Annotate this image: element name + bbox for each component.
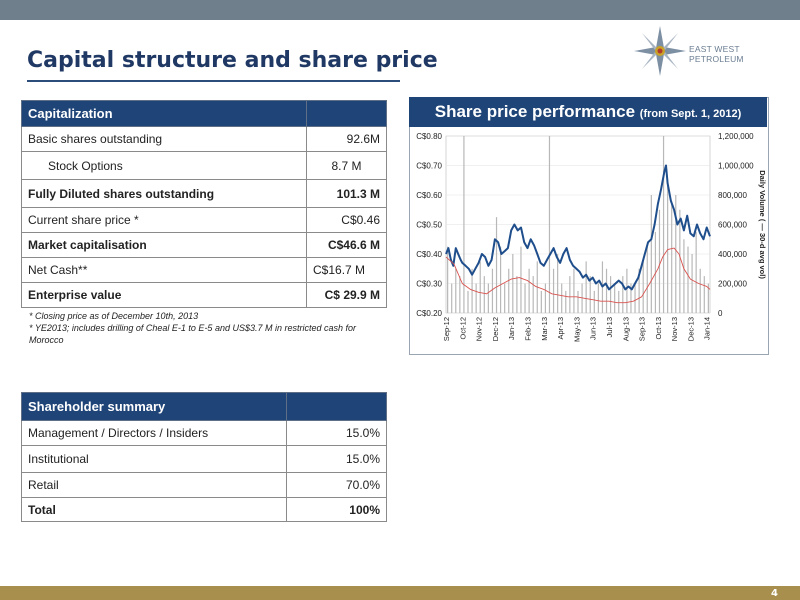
share-price-chart: C$0.20 C$0.30 C$0.40 C$0.50 C$0.60 C$0.70 C$0.…	[416, 132, 767, 342]
footnotes: * Closing price as of December 10th, 201…	[29, 310, 389, 346]
table-row: Enterprise value C$ 29.9 M	[21, 282, 387, 308]
x-tick-label: Jan-13	[507, 317, 516, 340]
x-tick-label: Dec-12	[491, 317, 500, 341]
table-row: Stock Options 8.7 M	[21, 151, 387, 180]
table-row: Management / Directors / Insiders 15.0%	[21, 420, 387, 446]
x-tick-label: May-13	[572, 317, 581, 342]
x-tick-label: Dec-13	[686, 317, 695, 341]
x-tick-label: Nov-12	[475, 317, 484, 341]
table-row: Total 100%	[21, 497, 387, 522]
y2-tick-label: 800,000	[718, 191, 747, 200]
y2-tick-label: 1,200,000	[718, 132, 754, 141]
row-value: C$0.46	[306, 207, 387, 233]
y2-tick-label: 400,000	[718, 250, 747, 259]
x-tick-label: Oct-13	[654, 317, 663, 340]
row-label: Net Cash**	[21, 257, 307, 283]
avg-volume-line	[445, 247, 711, 304]
row-label: Current share price *	[21, 207, 307, 233]
cap-header: Capitalization	[21, 100, 307, 127]
row-value: C$46.6 M	[306, 232, 387, 258]
row-value: 100%	[286, 497, 387, 522]
x-tick-label: Nov-13	[670, 317, 679, 341]
y2-tick-label: 1,000,000	[718, 162, 754, 171]
y-tick-label: C$0.40	[416, 250, 442, 259]
x-tick-label: Jun-13	[589, 317, 598, 340]
y-tick-label: C$0.60	[416, 191, 442, 200]
share-price-line	[445, 164, 711, 291]
table-row: Current share price * C$0.46	[21, 207, 387, 233]
y2-axis-label: Daily Volume ( — 30-d avg vol)	[758, 170, 767, 279]
row-value: 101.3 M	[306, 179, 387, 208]
row-label: Stock Options	[21, 151, 307, 180]
row-label: Retail	[21, 472, 287, 498]
x-tick-label: Oct-12	[458, 317, 467, 340]
row-label: Market capitalisation	[21, 232, 307, 258]
x-tick-label: Sep-12	[442, 317, 451, 341]
x-tick-label: Mar-13	[540, 317, 549, 341]
chart-header: Share price performance (from Sept. 1, 2…	[409, 97, 767, 127]
x-tick-label: Jul-13	[605, 317, 614, 337]
row-label: Basic shares outstanding	[21, 126, 307, 152]
row-label: Institutional	[21, 445, 287, 473]
page-title: Capital structure and share price	[27, 48, 438, 73]
y2-tick-label: 600,000	[718, 221, 747, 230]
footnote-2: * YE2013; includes drilling of Cheal E-1…	[29, 323, 357, 345]
y-tick-label: C$0.20	[416, 309, 442, 318]
x-tick-label: Feb-13	[523, 317, 532, 341]
y-tick-label: C$0.30	[416, 280, 442, 289]
footnote-1: * Closing price as of December 10th, 201…	[29, 311, 199, 321]
row-label: Total	[21, 497, 287, 522]
row-label: Management / Directors / Insiders	[21, 420, 287, 446]
row-value: C$ 29.9 M	[306, 282, 387, 308]
x-tick-label: Apr-13	[556, 317, 565, 340]
row-value: 70.0%	[286, 472, 387, 498]
page-number: 4	[771, 588, 778, 599]
x-tick-label: Aug-13	[621, 317, 630, 341]
y2-tick-label: 0	[718, 309, 723, 318]
holder-header: Shareholder summary	[21, 392, 287, 421]
holder-header-blank	[286, 392, 387, 421]
table-row: Market capitalisation C$46.6 M	[21, 232, 387, 258]
row-label: Fully Diluted shares outstanding	[21, 179, 307, 208]
chart-title: Share price performance (from Sept. 1, 2…	[409, 102, 767, 122]
top-banner	[0, 0, 800, 20]
logo-wordmark: EAST WEST PETROLEUM	[689, 44, 744, 64]
table-row: Basic shares outstanding 92.6M	[21, 126, 387, 152]
row-label: Enterprise value	[21, 282, 307, 308]
company-logo: EAST WEST PETROLEUM	[632, 24, 792, 78]
table-row: Net Cash** C$16.7 M	[21, 257, 387, 283]
chart-subtitle: (from Sept. 1, 2012)	[639, 108, 742, 120]
x-tick-label: Jan-14	[703, 317, 712, 340]
compass-logo-icon	[634, 26, 686, 76]
row-value: 92.6M	[306, 126, 387, 152]
y-tick-label: C$0.50	[416, 221, 442, 230]
table-row: Fully Diluted shares outstanding 101.3 M	[21, 179, 387, 208]
y-tick-label: C$0.80	[416, 132, 442, 141]
x-tick-label: Sep-13	[638, 317, 647, 341]
row-value: 8.7 M	[306, 151, 387, 180]
y-tick-label: C$0.70	[416, 162, 442, 171]
shareholder-table: Shareholder summary Management / Directo…	[21, 392, 387, 522]
chart-title-text: Share price performance	[434, 102, 636, 121]
row-value: 15.0%	[286, 445, 387, 473]
footer-band	[0, 586, 800, 600]
cap-header-blank	[306, 100, 387, 127]
row-value: C$16.7 M	[306, 257, 387, 283]
table-row: Retail 70.0%	[21, 472, 387, 498]
y2-tick-label: 200,000	[718, 280, 747, 289]
row-value: 15.0%	[286, 420, 387, 446]
title-underline	[27, 80, 400, 82]
capitalization-table: Capitalization Basic shares outstanding …	[21, 100, 387, 308]
table-row: Institutional 15.0%	[21, 445, 387, 473]
